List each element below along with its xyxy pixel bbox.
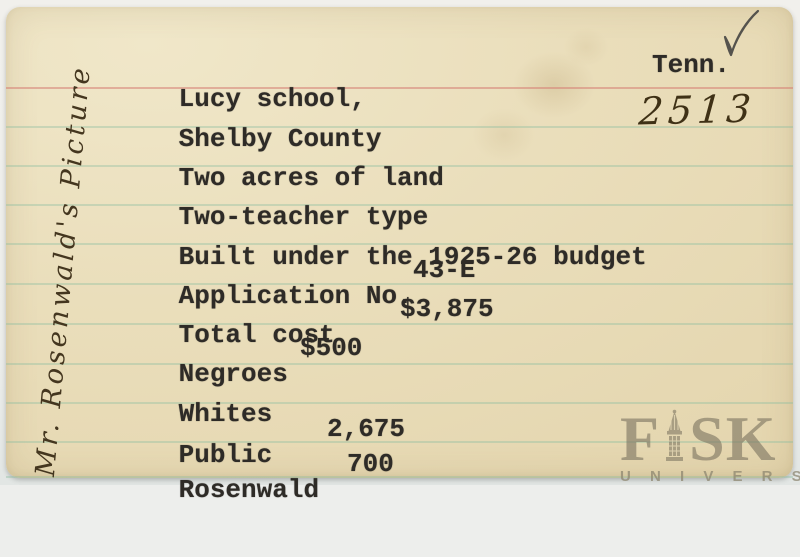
- field-row: Application No. 43-E: [85, 255, 745, 309]
- field-row: Two-teacher type: [85, 178, 745, 230]
- scan-background: Tenn. 2513 Mr. Rosenwald's Picture Lucy …: [0, 0, 800, 503]
- university-label: U N I V E R S I T Y: [620, 468, 800, 485]
- field-label: Negroes: [178, 359, 288, 389]
- field-value: $500: [300, 333, 363, 363]
- field-row: Total cost $3,875: [85, 294, 745, 348]
- field-value: 2,675: [327, 414, 406, 444]
- field-label: Rosenwald: [178, 475, 320, 505]
- field-label: Two acres of land: [178, 163, 444, 193]
- field-row: Shelby County: [85, 100, 745, 152]
- field-row: Lucy school,: [85, 60, 745, 112]
- field-label: Shelby County: [178, 124, 382, 154]
- state-label: Tenn.: [652, 50, 731, 80]
- fisk-letters-sk: SK: [689, 403, 777, 474]
- field-label: Lucy school,: [178, 84, 366, 114]
- field-label: Application No.: [178, 281, 413, 311]
- field-value: 43-E: [413, 255, 476, 285]
- field-label: Two-teacher type: [178, 202, 429, 232]
- field-label: Built under the 1925-26 budget: [178, 242, 647, 272]
- tower-icon: [666, 409, 684, 461]
- index-card: Tenn. 2513 Mr. Rosenwald's Picture Lucy …: [6, 7, 800, 503]
- field-row: Two acres of land: [85, 139, 745, 191]
- field-row: Built under the 1925-26 budget: [85, 218, 745, 270]
- field-label: Public: [178, 440, 273, 470]
- field-label: Whites: [178, 399, 273, 429]
- fisk-wordmark: F: [620, 403, 796, 474]
- field-label: Total cost: [178, 320, 335, 350]
- field-value: 700: [347, 449, 394, 479]
- fisk-letter-f: F: [620, 403, 661, 474]
- field-row: Negroes $500: [85, 333, 745, 387]
- field-row: Whites: [85, 375, 745, 427]
- checkmark-icon: [723, 9, 760, 57]
- field-row: Public 2,675: [85, 414, 745, 468]
- field-value: $3,875: [400, 294, 494, 324]
- fisk-watermark: F: [620, 403, 800, 486]
